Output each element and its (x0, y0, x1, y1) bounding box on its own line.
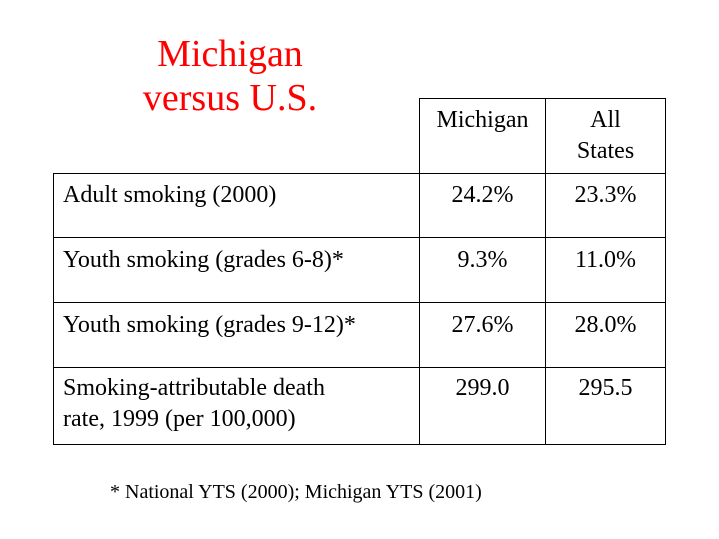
column-header-box: Michigan All States (419, 98, 666, 174)
table-cell-all-states: 23.3% (574, 182, 637, 208)
table-row-label: Youth smoking (grades 9-12)* (63, 312, 356, 338)
column-divider (545, 174, 546, 444)
slide-title: Michigan versus U.S. (80, 32, 380, 120)
slide-title-line2: versus U.S. (142, 77, 318, 119)
row-divider (54, 302, 665, 303)
footnote: * National YTS (2000); Michigan YTS (200… (110, 481, 482, 503)
column-header-all-states: All States (576, 107, 635, 164)
column-header-michigan: Michigan (436, 107, 529, 133)
table-cell-all-states: 28.0% (574, 312, 637, 338)
table-cell-michigan: 299.0 (455, 375, 510, 401)
table-row-label: Adult smoking (2000) (63, 182, 277, 208)
table-cell-michigan: 27.6% (451, 312, 514, 338)
table-cell-michigan: 9.3% (457, 247, 508, 273)
table-row-label: Smoking-attributable death rate, 1999 (p… (63, 375, 325, 432)
row-divider (54, 237, 665, 238)
table-cell-all-states: 295.5 (578, 375, 633, 401)
table-cell-michigan: 24.2% (451, 182, 514, 208)
data-table: Adult smoking (2000) 24.2% 23.3% Youth s… (53, 173, 666, 445)
slide-title-line1: Michigan (157, 33, 303, 75)
column-divider (419, 174, 420, 444)
table-row-label: Youth smoking (grades 6-8)* (63, 247, 344, 273)
row-divider (54, 367, 665, 368)
column-divider (545, 99, 546, 173)
table-cell-all-states: 11.0% (574, 247, 637, 273)
